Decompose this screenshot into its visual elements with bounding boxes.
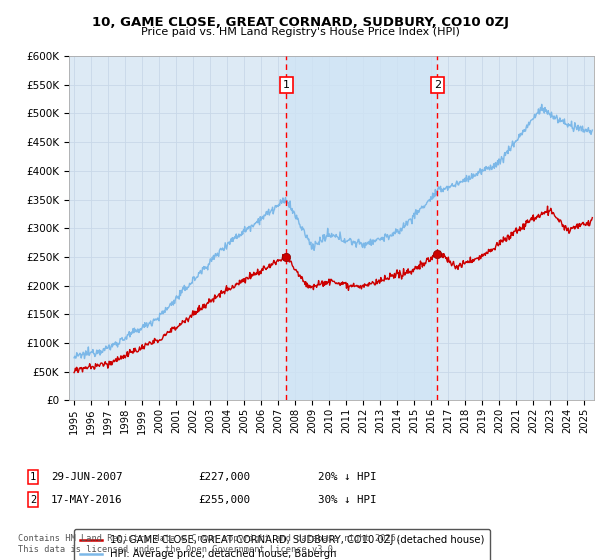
Text: 29-JUN-2007: 29-JUN-2007 bbox=[51, 472, 122, 482]
Text: 2: 2 bbox=[30, 494, 36, 505]
Text: 1: 1 bbox=[30, 472, 36, 482]
Text: 10, GAME CLOSE, GREAT CORNARD, SUDBURY, CO10 0ZJ: 10, GAME CLOSE, GREAT CORNARD, SUDBURY, … bbox=[91, 16, 509, 29]
Text: 1: 1 bbox=[283, 80, 290, 90]
Bar bbox=[286, 56, 437, 400]
Text: 17-MAY-2016: 17-MAY-2016 bbox=[51, 494, 122, 505]
Text: Contains HM Land Registry data © Crown copyright and database right 2025.
This d: Contains HM Land Registry data © Crown c… bbox=[18, 534, 401, 554]
Text: £227,000: £227,000 bbox=[198, 472, 250, 482]
Text: 20% ↓ HPI: 20% ↓ HPI bbox=[318, 472, 377, 482]
Text: Price paid vs. HM Land Registry's House Price Index (HPI): Price paid vs. HM Land Registry's House … bbox=[140, 27, 460, 37]
Text: 30% ↓ HPI: 30% ↓ HPI bbox=[318, 494, 377, 505]
Text: £255,000: £255,000 bbox=[198, 494, 250, 505]
Text: 2: 2 bbox=[434, 80, 441, 90]
Legend: 10, GAME CLOSE, GREAT CORNARD, SUDBURY, CO10 0ZJ (detached house), HPI: Average : 10, GAME CLOSE, GREAT CORNARD, SUDBURY, … bbox=[74, 529, 490, 560]
